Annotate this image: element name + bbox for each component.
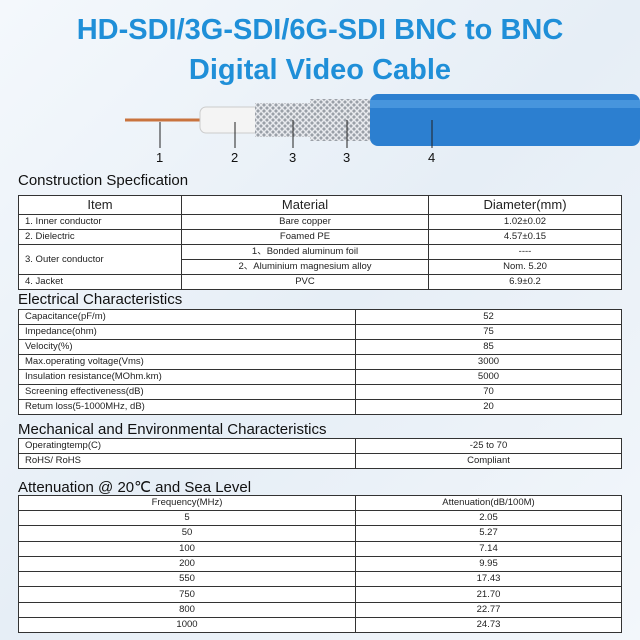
table-row: Insulation resistance(MOhm.km) 5000 — [18, 369, 622, 385]
table-row: 4. Jacket PVC 6.9±0.2 — [18, 274, 622, 290]
header-material: Material — [181, 195, 429, 215]
table-row: 2. Dielectric Foamed PE 4.57±0.15 — [18, 229, 622, 245]
table-row: 200 9.95 — [18, 555, 622, 573]
attenuation-heading: Attenuation @ 20℃ and Sea Level — [18, 479, 252, 496]
electrical-heading: Electrical Characteristics — [18, 291, 183, 308]
construction-table: Item Material Diameter(mm) 1. Inner conduc… — [18, 195, 622, 290]
braid-shield — [310, 99, 375, 141]
table-row: Retum loss(5-1000MHz, dB) 20 — [18, 399, 622, 415]
dielectric — [199, 106, 261, 134]
table-row: Velocity(%) 85 — [18, 339, 622, 355]
table-row: 100 7.14 — [18, 540, 622, 557]
attenuation-table: Frequency(MHz) Attenuation(dB/100M) 5 2.05 5… — [18, 495, 622, 634]
table-row: 800 22.77 — [18, 601, 622, 619]
title-line-1: HD-SDI/3G-SDI/6G-SDI BNC to BNC — [76, 14, 564, 46]
table-row: 750 21.70 — [18, 586, 622, 603]
construction-heading: Construction Specfication — [18, 172, 189, 189]
foil-shield — [255, 103, 315, 137]
table-row: Max.operating voltage(Vms) 3000 — [18, 354, 622, 370]
table-row: Screening effectiveness(dB) 70 — [18, 384, 622, 400]
table-row: 3. Outer conductor 1、Bonded aluminum foil… — [18, 244, 622, 275]
table-row: Operatingtemp(C) -25 to 70 — [18, 438, 622, 454]
diagram-label: 2 — [231, 150, 239, 165]
mechanical-heading: Mechanical and Environmental Characteris… — [18, 421, 327, 438]
table-row: Capacitance(pF/m) 52 — [18, 309, 622, 325]
table-row: 5 2.05 — [18, 509, 622, 527]
header-row: Frequency(MHz) Attenuation(dB/100M) — [18, 495, 622, 511]
header-item: Item — [18, 195, 182, 215]
header-diameter: Diameter(mm) — [428, 195, 622, 215]
table-row: 1. Inner conductor Bare copper 1.02±0.02 — [18, 214, 622, 230]
diagram-label: 3 — [343, 150, 351, 165]
table-row: RoHS/ RoHS Compliant — [18, 453, 622, 469]
diagram-label: 1 — [156, 150, 164, 165]
diagram-label: 3 — [289, 150, 297, 165]
mechanical-table: Operatingtemp(C) -25 to 70 RoHS/ RoHS Compl… — [18, 438, 622, 469]
electrical-table: Capacitance(pF/m) 52 Impedance(ohm) 75 Veloc… — [18, 309, 622, 415]
table-row: 1000 24.73 — [18, 617, 622, 634]
table-row: 50 5.27 — [18, 525, 622, 542]
table-row: 550 17.43 — [18, 571, 622, 588]
table-row: 2、Aluminium magnesium alloy Nom. 5.20 — [19, 259, 622, 275]
diagram-label: 4 — [428, 150, 436, 165]
cable-diagram — [125, 94, 640, 148]
table-row: Impedance(ohm) 75 — [18, 324, 622, 340]
title-line-2: Digital Video Cable — [188, 54, 452, 86]
